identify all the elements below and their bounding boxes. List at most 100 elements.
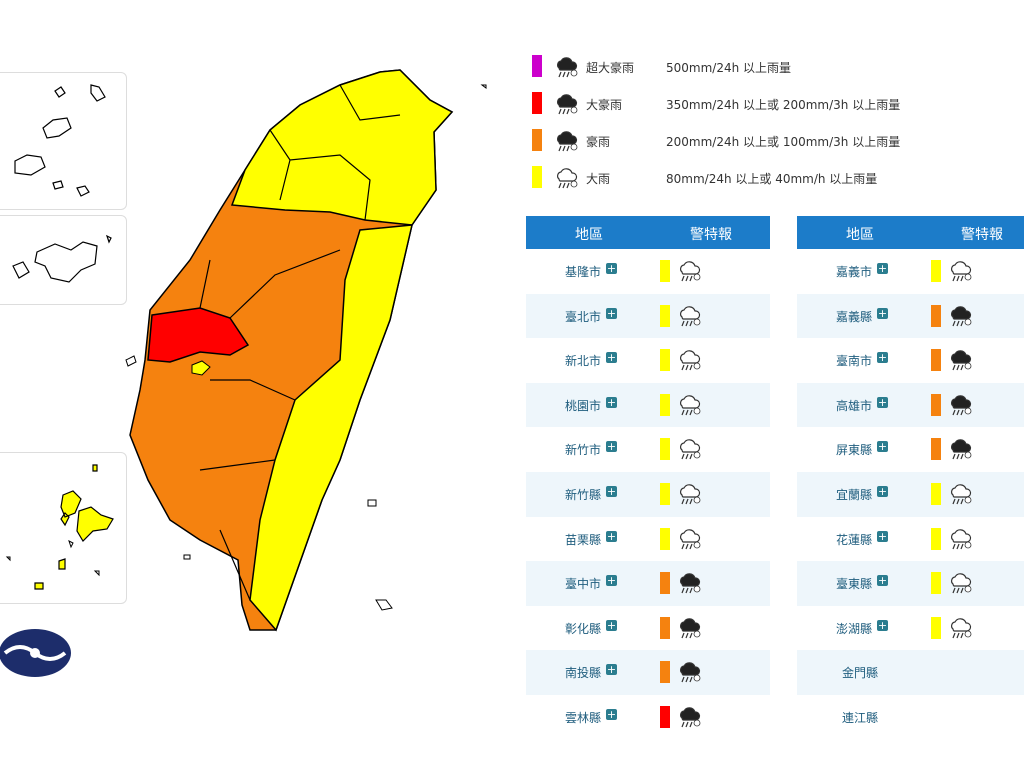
- rain-icon: [680, 707, 701, 728]
- warning-level: [660, 616, 670, 639]
- rain-icon: [557, 57, 578, 78]
- table-row: 南投縣 +: [526, 650, 770, 695]
- header-cell: 警特報: [690, 227, 732, 243]
- region-name: 高雄市: [835, 398, 873, 413]
- island-box: [0, 452, 127, 604]
- warning-level: [931, 304, 941, 327]
- region-name: 花蓮縣: [835, 532, 873, 547]
- expand-button[interactable]: +: [606, 306, 617, 320]
- legend-description: 80mm/24h 以上或 40mm/h 以上雨量: [666, 172, 878, 186]
- table-row: 臺中市 +: [526, 561, 770, 606]
- expand-button[interactable]: +: [877, 618, 888, 632]
- expand-button[interactable]: +: [606, 574, 617, 588]
- legend-swatch: [532, 166, 542, 188]
- table-row: 花蓮縣 +: [797, 517, 1024, 562]
- rain-icon: [951, 528, 972, 549]
- table-row: 嘉義市 +: [797, 249, 1024, 294]
- expand-button[interactable]: +: [606, 351, 617, 365]
- expand-button[interactable]: +: [606, 440, 617, 454]
- expand-button[interactable]: +: [606, 708, 617, 721]
- warning-level: [931, 572, 941, 595]
- header-cell: 地區: [846, 227, 874, 243]
- expand-button[interactable]: +: [877, 351, 888, 365]
- rain-icon: [680, 305, 701, 326]
- warning-level: [660, 706, 670, 728]
- rain-icon: [680, 573, 701, 594]
- warning-level: [931, 616, 941, 639]
- expand-button[interactable]: +: [877, 306, 888, 320]
- region-name: 嘉義縣: [835, 309, 873, 324]
- warning-level: [931, 483, 941, 505]
- legend-swatch: [532, 55, 542, 77]
- table-row: 連江縣: [797, 695, 1024, 736]
- table-row: 嘉義縣 +: [797, 293, 1024, 339]
- expand-button[interactable]: +: [606, 529, 617, 543]
- expand-button[interactable]: +: [877, 485, 888, 498]
- region-name: 桃園市: [564, 398, 602, 413]
- warning-level: [660, 349, 670, 372]
- legend-swatch: [532, 129, 542, 151]
- rain-icon: [951, 350, 972, 371]
- table-header: 地區 警特報: [526, 216, 770, 249]
- legend-swatch: [532, 92, 542, 114]
- table-row: 新北市 +: [526, 338, 770, 383]
- table-row: 雲林縣 +: [526, 695, 770, 736]
- rain-icon: [951, 618, 972, 639]
- expand-button[interactable]: +: [606, 395, 617, 409]
- table-row: 臺南市 +: [797, 338, 1024, 383]
- rain-icon: [680, 261, 701, 282]
- expand-button[interactable]: +: [877, 440, 888, 454]
- rain-icon: [680, 350, 701, 371]
- rain-icon: [680, 662, 701, 683]
- warning-level: [660, 483, 670, 505]
- expand-button[interactable]: +: [877, 262, 888, 275]
- island-box: [0, 72, 127, 210]
- islands: [12, 234, 112, 283]
- expand-button[interactable]: +: [606, 663, 617, 677]
- rain-icon: [557, 131, 578, 152]
- taiwan-map: [125, 69, 487, 632]
- region-name: 宜蘭縣: [835, 488, 873, 502]
- expand-button[interactable]: +: [877, 395, 888, 409]
- table-row: 宜蘭縣 +: [797, 472, 1024, 517]
- warning-level: [660, 527, 670, 550]
- region-name: 南投縣: [564, 666, 602, 681]
- legend-label: 豪雨: [586, 135, 611, 149]
- legend-label: 超大豪雨: [586, 61, 635, 75]
- warning-table: 地區 警特報 嘉義市 + 嘉義縣 + 臺南市 + 高雄市 + 屏東縣 + 宜蘭縣 + 花蓮縣 + 臺東縣 + 澎湖縣…: [797, 216, 1024, 736]
- region-name: 臺北市: [564, 309, 602, 324]
- table-row: 桃園市 +: [526, 382, 770, 428]
- warning-level: [660, 661, 670, 684]
- rain-icon: [557, 94, 578, 115]
- expand-button[interactable]: +: [606, 618, 617, 632]
- island-box: [0, 215, 127, 305]
- expand-button[interactable]: +: [877, 574, 888, 588]
- warning-level: [931, 260, 941, 282]
- region-name: 基隆市: [564, 265, 602, 279]
- expand-button[interactable]: +: [606, 485, 617, 498]
- region-name: 新北市: [564, 354, 602, 369]
- region-name: 臺中市: [564, 577, 602, 592]
- islands: [5, 464, 114, 590]
- header-cell: 地區: [575, 227, 603, 243]
- rain-icon: [951, 395, 972, 416]
- table-row: 新竹市 +: [526, 427, 770, 472]
- warning-level: [931, 349, 941, 372]
- warning-level: [660, 438, 670, 461]
- warning-table: 地區 警特報 基隆市 + 臺北市 + 新北市 + 桃園市 + 新竹市 + 新竹縣 + 苗栗縣 + 臺中市 + 彰化縣…: [526, 216, 770, 736]
- expand-button[interactable]: +: [877, 529, 888, 543]
- rain-icon: [951, 484, 972, 505]
- expand-button[interactable]: +: [606, 262, 617, 275]
- region-name: 雲林縣: [564, 711, 602, 725]
- rain-icon: [951, 573, 972, 594]
- table-row: 苗栗縣 +: [526, 517, 770, 562]
- region-name: 新竹市: [564, 443, 602, 458]
- rain-icon: [680, 439, 701, 460]
- rain-icon: [680, 528, 701, 549]
- rain-icon: [680, 618, 701, 639]
- header-cell: 警特報: [961, 227, 1003, 243]
- table-header: 地區 警特報: [797, 216, 1024, 249]
- table-row: 澎湖縣 +: [797, 606, 1024, 651]
- legend-description: 500mm/24h 以上雨量: [666, 61, 792, 75]
